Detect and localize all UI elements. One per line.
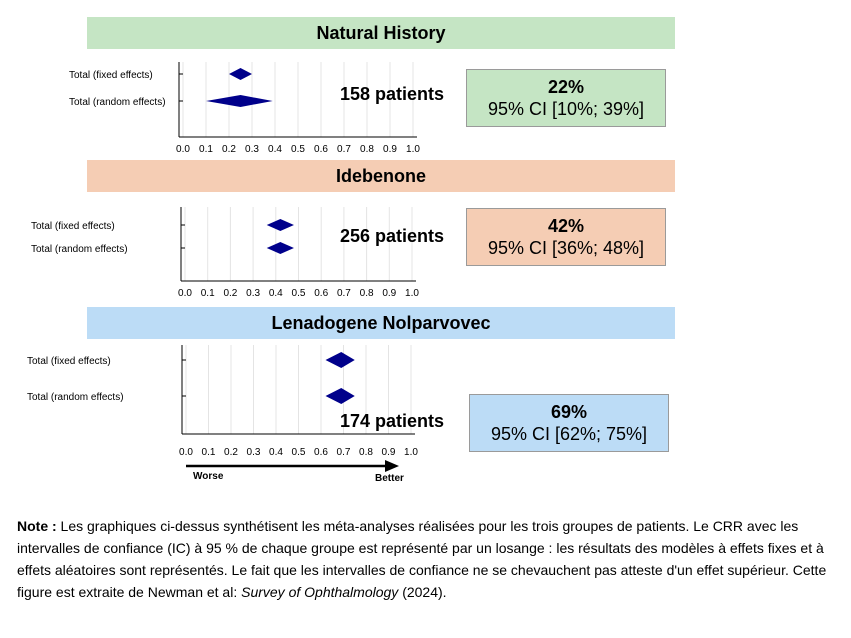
lenadogene-tick-label: 0.0 [179, 447, 193, 458]
lenadogene-row-label: Total (fixed effects) [27, 356, 111, 367]
natural-history-patients: 158 patients [340, 84, 445, 104]
idebenone-row-label: Total (random effects) [31, 244, 128, 255]
natural-history-result-pct: 22% [547, 77, 585, 97]
idebenone-patients: 256 patients [340, 226, 445, 246]
lenadogene-tick-label: 0.2 [224, 447, 238, 458]
lenadogene-tick-label: 0.1 [202, 447, 216, 458]
lenadogene-tick-label: 0.6 [314, 447, 328, 458]
natural-history-tick-label: 0.7 [337, 144, 351, 155]
idebenone-tick-label: 1.0 [405, 288, 419, 299]
lenadogene-tick-label: 0.7 [337, 447, 351, 458]
natural-history-title: Natural History [87, 17, 675, 49]
natural-history-tick-label: 0.3 [245, 144, 259, 155]
lenadogene-tick-label: 0.4 [269, 447, 283, 458]
idebenone-row-label: Total (fixed effects) [31, 221, 115, 232]
worse-label: Worse [193, 471, 224, 482]
natural-history-result-box: 22% 95% CI [10%; 39%] [466, 69, 666, 127]
idebenone-result-box: 42% 95% CI [36%; 48%] [466, 208, 666, 266]
natural-history-row-label: Total (fixed effects) [69, 70, 153, 81]
natural-history-tick-label: 1.0 [406, 144, 420, 155]
lenadogene-tick-label: 0.9 [382, 447, 396, 458]
idebenone-result-ci: 95% CI [36%; 48%] [487, 238, 645, 258]
lenadogene-diamond [325, 388, 355, 404]
lenadogene-result-box: 69% 95% CI [62%; 75%] [469, 394, 669, 452]
natural-history-diamond [206, 95, 273, 107]
lenadogene-result-pct: 69% [550, 402, 588, 422]
note-label: Note : [17, 518, 57, 534]
natural-history-tick-label: 0.1 [199, 144, 213, 155]
idebenone-tick-label: 0.0 [178, 288, 192, 299]
forest-plots: 0.0 0.1 0.2 0.3 0.4 0.5 0.6 0.7 0.8 0.9 1.0 Total (… [27, 62, 420, 484]
natural-history-result-ci: 95% CI [10%; 39%] [487, 99, 645, 119]
natural-history-tick-label: 0.2 [222, 144, 236, 155]
idebenone-tick-label: 0.3 [246, 288, 260, 299]
natural-history-diamond [229, 68, 252, 80]
idebenone-result-pct: 42% [547, 216, 585, 236]
note-journal: Survey of Ophthalmology [241, 584, 399, 600]
lenadogene-tick-label: 0.5 [292, 447, 306, 458]
lenadogene-tick-label: 0.8 [359, 447, 373, 458]
idebenone-tick-label: 0.7 [337, 288, 351, 299]
natural-history-tick-label: 0.5 [291, 144, 305, 155]
natural-history-tick-label: 0.8 [360, 144, 374, 155]
idebenone-tick-label: 0.4 [269, 288, 283, 299]
lenadogene-title: Lenadogene Nolparvovec [87, 307, 675, 339]
idebenone-diamond [266, 242, 294, 254]
note-text-end: (2024). [398, 584, 447, 600]
lenadogene-row-label: Total (random effects) [27, 392, 124, 403]
idebenone-tick-label: 0.8 [360, 288, 374, 299]
natural-history-tick-label: 0.6 [314, 144, 328, 155]
figure-note: Note : Les graphiques ci-dessus synthéti… [17, 515, 839, 603]
natural-history-tick-label: 0.4 [268, 144, 282, 155]
direction-arrow-head [385, 460, 399, 472]
idebenone-tick-label: 0.2 [223, 288, 237, 299]
idebenone-tick-label: 0.6 [314, 288, 328, 299]
better-label: Better [375, 473, 404, 484]
idebenone-diamond [266, 219, 294, 231]
idebenone-tick-label: 0.9 [382, 288, 396, 299]
lenadogene-patients: 174 patients [340, 411, 445, 431]
natural-history-row-label: Total (random effects) [69, 97, 166, 108]
lenadogene-tick-label: 1.0 [404, 447, 418, 458]
lenadogene-result-ci: 95% CI [62%; 75%] [490, 424, 648, 444]
natural-history-tick-label: 0.9 [383, 144, 397, 155]
note-text: Les graphiques ci-dessus synthétisent le… [17, 518, 827, 600]
lenadogene-diamond [325, 352, 355, 368]
idebenone-tick-label: 0.5 [292, 288, 306, 299]
idebenone-tick-label: 0.1 [201, 288, 215, 299]
natural-history-tick-label: 0.0 [176, 144, 190, 155]
idebenone-title: Idebenone [87, 160, 675, 192]
lenadogene-tick-label: 0.3 [247, 447, 261, 458]
